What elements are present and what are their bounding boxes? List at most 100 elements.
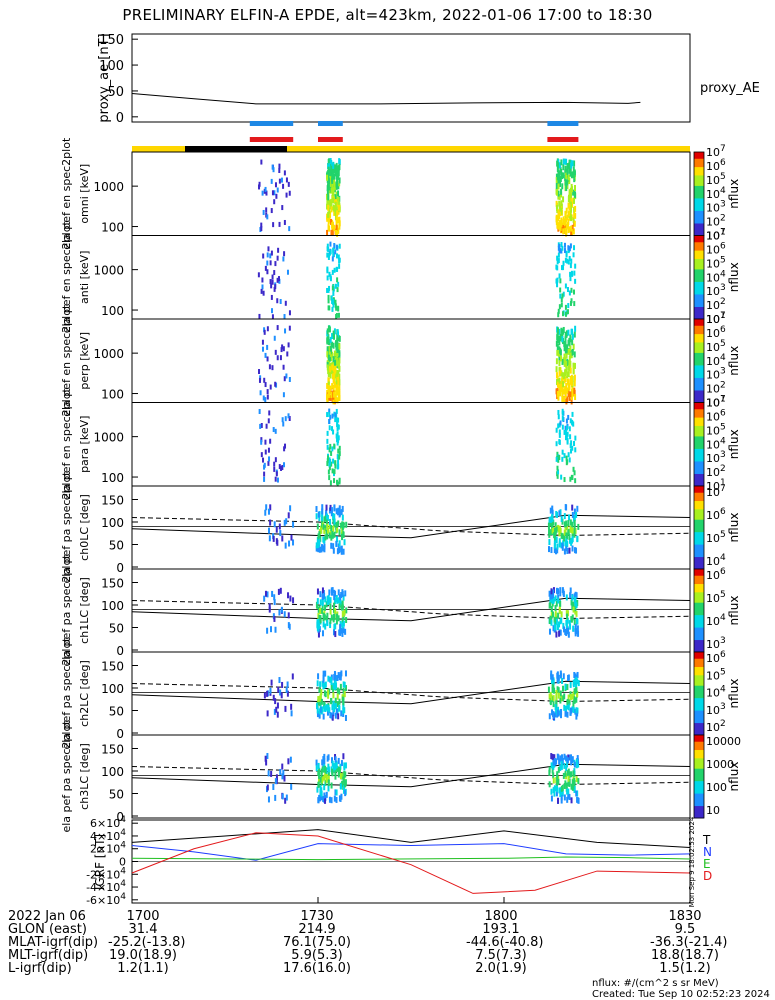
spec-tick-label: 100	[101, 471, 124, 485]
created-stamp: Created: Tue Sep 10 02:52:23 2024	[592, 989, 770, 1000]
spec-pixel	[567, 329, 570, 336]
spec-pixel	[280, 465, 283, 471]
colorbar-cell	[694, 604, 704, 607]
spec-pixel	[326, 394, 329, 401]
pa-pixel	[549, 698, 552, 705]
spec-pixel	[561, 449, 564, 455]
spec-pixel	[286, 351, 289, 357]
pa-pixel	[571, 527, 574, 534]
pa-pixel	[324, 604, 327, 611]
spec-pixel	[278, 464, 281, 470]
spec-pixel	[330, 218, 333, 225]
colorbar-cell	[694, 612, 704, 616]
pa-pixel	[336, 548, 339, 555]
units-note: nflux: #/(cm^2 s sr MeV)	[592, 978, 719, 989]
spec-pixel	[285, 192, 288, 198]
pa-pixel	[334, 608, 337, 615]
spec-pixel	[564, 283, 567, 289]
pa-tick-label: 100	[101, 765, 124, 779]
colorbar-cell	[694, 444, 704, 447]
pa-pixel	[576, 671, 579, 678]
pa-pixel	[319, 785, 322, 792]
spec-pixel	[572, 362, 575, 369]
pa-pixel	[321, 630, 324, 637]
spec-pixel	[564, 304, 567, 310]
colorbar-label: nflux	[727, 179, 741, 209]
colorbar-cell	[694, 168, 704, 172]
pa-pixel	[322, 536, 325, 543]
science-zone-bar-red	[547, 137, 579, 142]
spec-pixel	[560, 171, 563, 178]
pa-pixel	[269, 519, 272, 526]
spec-pixel	[267, 460, 270, 466]
colorbar-cell	[694, 606, 704, 609]
colorbar-cell	[694, 227, 704, 230]
colorbar-cell	[694, 460, 704, 464]
pa-pixel	[339, 795, 342, 802]
pa-axis-label: ela pef pa spec2plot	[60, 554, 73, 667]
spec-pixel	[278, 163, 281, 169]
spec-pixel	[326, 203, 329, 210]
spec-pixel	[287, 413, 290, 419]
spec-pixel	[565, 172, 568, 179]
pa-pixel	[556, 777, 559, 784]
spec-pixel	[263, 476, 266, 482]
pa-pixel	[558, 607, 561, 614]
pa-pixel	[331, 760, 334, 767]
colorbar-cell	[694, 562, 704, 566]
pa-pixel	[320, 698, 323, 705]
pa-pixel	[566, 788, 569, 795]
colorbar-cell	[694, 739, 704, 742]
spec-pixel	[572, 368, 575, 375]
spec-pixel	[284, 300, 287, 306]
colorbar-cell	[694, 218, 704, 222]
spec-pixel	[337, 170, 340, 177]
pa-pixel	[317, 696, 320, 703]
colorbar-cell	[694, 237, 704, 241]
spec-pixel	[338, 220, 341, 227]
pa-pixel	[559, 618, 562, 625]
colorbar-cell	[694, 285, 704, 289]
pa-pixel	[575, 511, 578, 518]
pa-pixel	[327, 595, 330, 602]
spec-pixel	[258, 408, 261, 414]
pa-pixel	[281, 535, 284, 542]
spec-pixel	[263, 329, 266, 335]
spec-pixel	[327, 381, 330, 388]
spec-pixel	[260, 222, 263, 228]
pa-pixel	[316, 598, 319, 605]
spec-pixel	[326, 346, 329, 353]
colorbar-cell	[694, 356, 704, 360]
pa-pixel	[333, 795, 336, 802]
spec-tick-label: 100	[101, 388, 124, 402]
pa-pixel	[548, 531, 551, 538]
spec-pixel	[561, 383, 564, 390]
pa-pixel	[325, 776, 328, 783]
pa-pixel	[324, 797, 327, 804]
spec-pixel	[337, 448, 340, 454]
pa-pixel	[264, 590, 267, 597]
pa-pixel	[566, 613, 569, 620]
pa-pixel	[331, 757, 334, 764]
pa-pixel	[548, 713, 551, 720]
colorbar-cell	[694, 772, 704, 775]
colorbar-cell	[694, 458, 704, 462]
footer-value: 1800	[484, 909, 518, 924]
spec-pixel	[572, 172, 575, 179]
pa-pixel	[571, 706, 574, 713]
spec-frame	[131, 318, 691, 403]
pa-pixel	[567, 631, 570, 638]
colorbar-cell	[694, 160, 704, 163]
spec-pixel	[565, 360, 568, 367]
colorbar-cell	[694, 666, 704, 670]
spec-pixel	[338, 479, 341, 485]
colorbar-cell	[694, 419, 704, 422]
colorbar-cell	[694, 712, 704, 715]
pa-pixel	[556, 686, 559, 693]
colorbar-cell	[694, 662, 704, 665]
igrf-tick-label: 6×104	[90, 815, 126, 830]
colorbar-tick-label: 106	[706, 650, 726, 665]
colorbar-cell	[694, 593, 704, 597]
pa-pixel	[548, 628, 551, 635]
pa-pixel	[332, 629, 335, 636]
